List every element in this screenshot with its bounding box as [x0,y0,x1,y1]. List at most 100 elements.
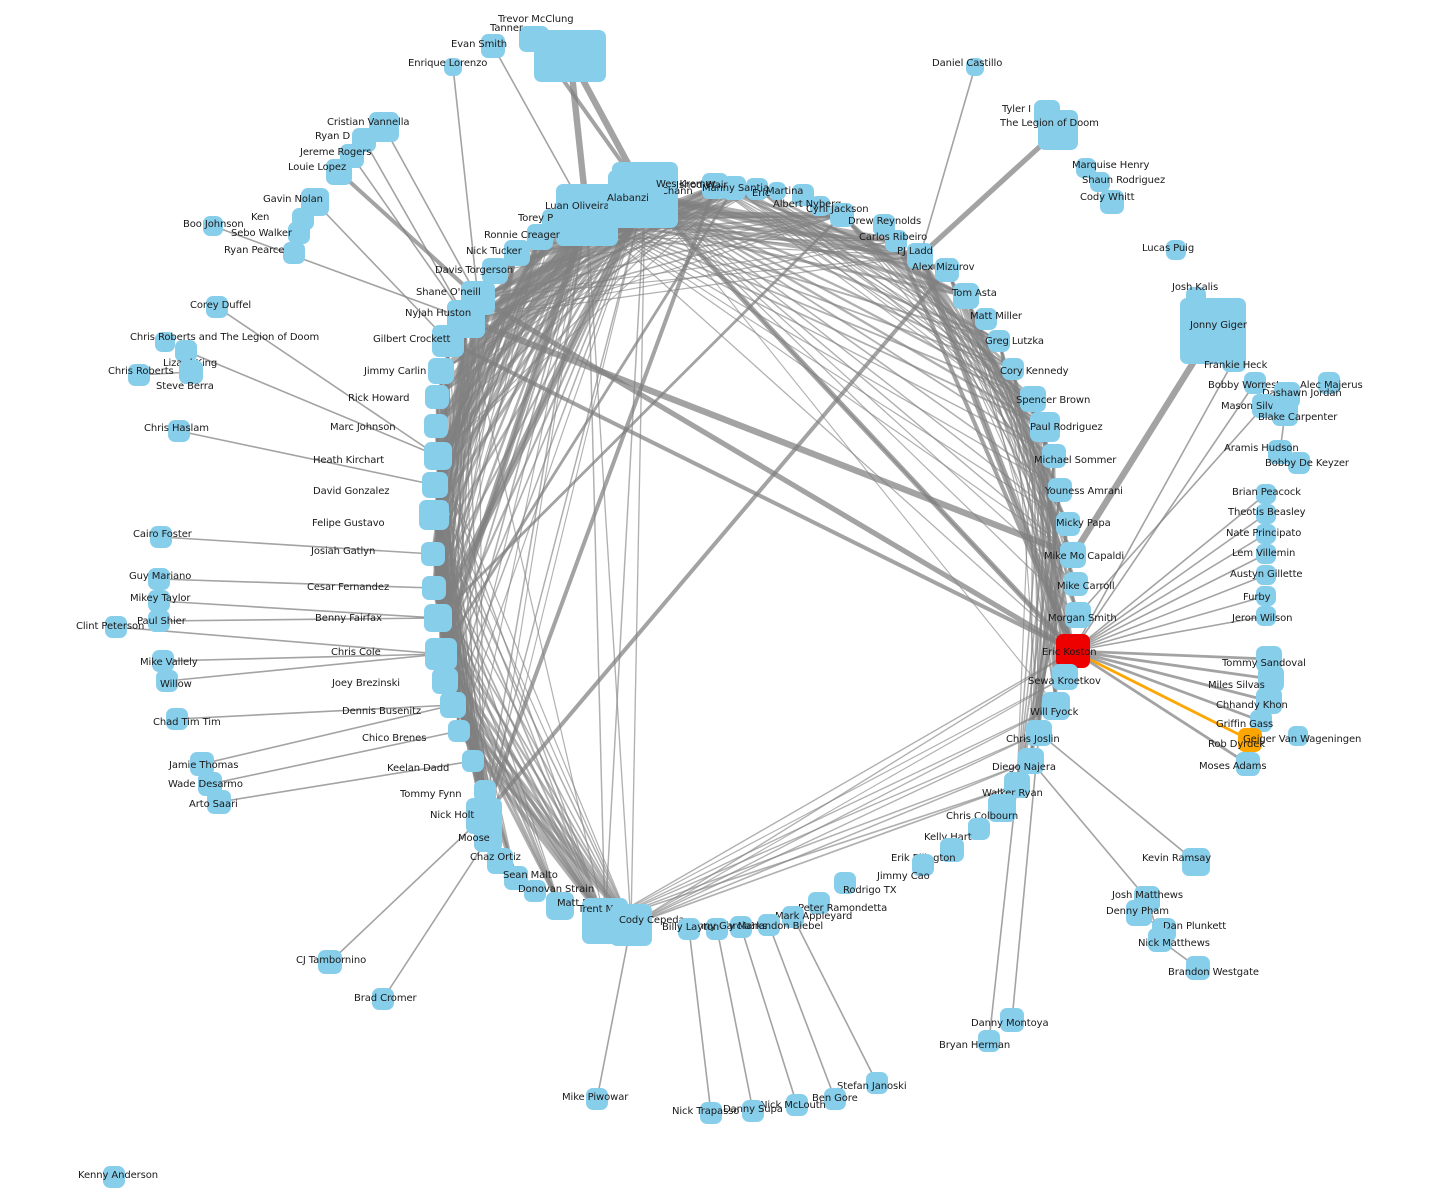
graph-node[interactable] [988,330,1010,352]
graph-node[interactable] [1060,542,1086,568]
graph-node[interactable] [1042,444,1066,468]
graph-node[interactable] [935,258,959,282]
graph-node[interactable] [179,360,203,384]
graph-node[interactable] [206,296,228,318]
graph-node[interactable] [148,568,170,590]
graph-node[interactable] [1288,726,1308,746]
graph-node[interactable] [424,414,448,438]
graph-node[interactable] [422,576,446,600]
graph-node[interactable] [975,308,997,330]
graph-node[interactable] [1148,928,1172,952]
graph-node[interactable] [283,242,305,264]
graph-node[interactable] [953,283,979,309]
graph-node[interactable] [1064,572,1088,596]
graph-node[interactable] [1100,190,1124,214]
graph-node[interactable] [482,258,508,284]
graph-node[interactable] [742,1100,764,1122]
graph-node[interactable] [885,230,907,252]
graph-node[interactable] [988,794,1016,822]
graph-node[interactable] [1256,484,1276,504]
graph-node[interactable] [1256,544,1276,564]
graph-node[interactable] [207,790,231,814]
graph-node[interactable] [810,196,830,216]
graph-node[interactable] [474,824,502,852]
graph-node[interactable] [907,243,933,269]
graph-node[interactable] [768,182,786,200]
graph-node[interactable] [444,58,462,76]
graph-node[interactable] [440,692,466,718]
graph-node[interactable] [1030,412,1060,442]
graph-node[interactable] [1186,956,1210,980]
graph-node[interactable] [824,1088,846,1110]
graph-node[interactable] [700,1102,722,1124]
graph-node[interactable] [425,638,457,670]
graph-node[interactable] [1000,1008,1024,1032]
graph-node[interactable] [425,385,449,409]
graph-node[interactable] [1020,386,1046,412]
graph-node[interactable] [782,906,804,928]
graph-node[interactable] [148,610,170,632]
graph-node[interactable] [288,222,310,244]
graph-node[interactable] [1048,478,1072,502]
graph-node[interactable] [1288,452,1310,474]
graph-node[interactable] [1318,372,1340,394]
graph-node[interactable] [424,604,452,632]
graph-node[interactable] [1076,158,1096,178]
graph-node[interactable] [168,420,190,442]
graph-node[interactable] [462,750,484,772]
graph-node[interactable] [1256,688,1282,714]
graph-node[interactable] [608,170,664,226]
graph-node[interactable] [128,364,150,386]
graph-node[interactable] [610,904,652,946]
graph-node[interactable] [103,1166,125,1188]
graph-node[interactable] [830,203,854,227]
graph-node[interactable] [722,176,746,200]
graph-node[interactable] [968,818,990,840]
graph-node[interactable] [1182,848,1210,876]
graph-node[interactable] [1065,602,1091,628]
graph-node[interactable] [432,325,464,357]
graph-node[interactable] [1272,400,1298,426]
graph-node[interactable] [546,892,574,920]
graph-node[interactable] [474,780,496,802]
graph-node[interactable] [730,916,752,938]
graph-node[interactable] [150,526,172,548]
graph-node[interactable] [424,442,452,470]
graph-node[interactable] [940,838,964,862]
graph-node[interactable] [203,216,223,236]
graph-node[interactable] [1258,666,1284,692]
graph-node[interactable] [1026,720,1052,746]
graph-node[interactable] [421,542,445,566]
graph-node[interactable] [966,58,984,76]
graph-node[interactable] [1090,172,1110,192]
graph-node[interactable] [1244,372,1266,394]
graph-node[interactable] [448,720,470,742]
graph-node[interactable] [326,159,352,185]
graph-node[interactable] [1236,752,1260,776]
graph-node[interactable] [758,914,780,936]
graph-node[interactable] [1250,710,1272,732]
graph-node[interactable] [808,892,830,914]
graph-node[interactable] [166,708,188,730]
graph-node[interactable] [1126,900,1152,926]
graph-node[interactable] [786,1094,808,1116]
graph-node[interactable] [1038,110,1078,150]
graph-node[interactable] [175,340,197,362]
graph-node[interactable] [432,668,458,694]
graph-node[interactable] [1222,348,1246,372]
graph-node[interactable] [419,500,449,530]
graph-node[interactable] [1238,728,1262,752]
graph-node[interactable] [1256,586,1276,606]
graph-node[interactable] [1056,512,1080,536]
graph-node[interactable] [481,34,505,58]
graph-node[interactable] [1042,692,1070,720]
graph-node[interactable] [678,918,700,940]
graph-node[interactable] [524,880,546,902]
graph-node[interactable] [706,918,728,940]
graph-node[interactable] [1166,240,1186,260]
graph-node[interactable] [318,950,342,974]
graph-node[interactable] [834,872,856,894]
graph-node[interactable] [519,26,549,52]
graph-node[interactable] [152,650,174,672]
